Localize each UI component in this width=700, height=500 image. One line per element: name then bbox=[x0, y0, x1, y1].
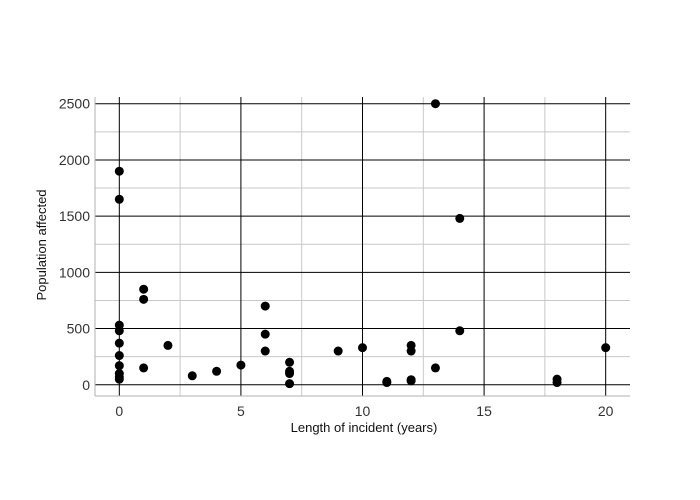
data-point bbox=[260, 329, 270, 339]
y-tick-label: 2000 bbox=[59, 152, 90, 168]
y-tick-label: 500 bbox=[67, 321, 91, 337]
data-point bbox=[455, 213, 465, 223]
y-tick-label: 1500 bbox=[59, 208, 90, 224]
data-point bbox=[552, 378, 562, 388]
data-point bbox=[163, 340, 173, 350]
tick-labels: 0 5 10 15 20 0 500 1000 1500 2000 2500 bbox=[59, 96, 614, 419]
axes bbox=[94, 97, 630, 397]
data-point bbox=[455, 326, 465, 336]
data-point bbox=[114, 166, 124, 176]
data-point bbox=[406, 376, 416, 386]
data-point bbox=[114, 361, 124, 371]
x-tick-label: 0 bbox=[115, 403, 123, 419]
x-tick-label: 20 bbox=[598, 403, 614, 419]
y-tick-label: 2500 bbox=[59, 96, 90, 112]
data-point bbox=[236, 360, 246, 370]
y-tick-label: 1000 bbox=[59, 264, 90, 280]
y-tick-label: 0 bbox=[82, 377, 90, 393]
data-point bbox=[114, 351, 124, 361]
x-tick-label: 10 bbox=[355, 403, 371, 419]
data-point bbox=[139, 284, 149, 294]
y-axis-title: Population affected bbox=[34, 189, 49, 300]
data-point bbox=[260, 301, 270, 311]
data-point bbox=[333, 346, 343, 356]
data-point bbox=[212, 366, 222, 376]
data-point bbox=[114, 326, 124, 336]
data-points bbox=[114, 99, 611, 389]
data-point bbox=[139, 363, 149, 373]
data-point bbox=[406, 346, 416, 356]
data-point bbox=[187, 371, 197, 381]
x-axis-title: Length of incident (years) bbox=[291, 420, 438, 435]
data-point bbox=[285, 357, 295, 367]
data-point bbox=[139, 294, 149, 304]
data-point bbox=[260, 346, 270, 356]
data-point bbox=[285, 369, 295, 379]
x-tick-label: 15 bbox=[476, 403, 492, 419]
data-point bbox=[114, 338, 124, 348]
data-point bbox=[430, 99, 440, 109]
data-point bbox=[285, 379, 295, 389]
data-point bbox=[114, 194, 124, 204]
x-tick-label: 5 bbox=[237, 403, 245, 419]
data-point bbox=[114, 374, 124, 384]
data-point bbox=[601, 343, 611, 353]
data-point bbox=[358, 343, 367, 353]
data-point bbox=[382, 378, 392, 388]
data-point bbox=[430, 363, 440, 373]
